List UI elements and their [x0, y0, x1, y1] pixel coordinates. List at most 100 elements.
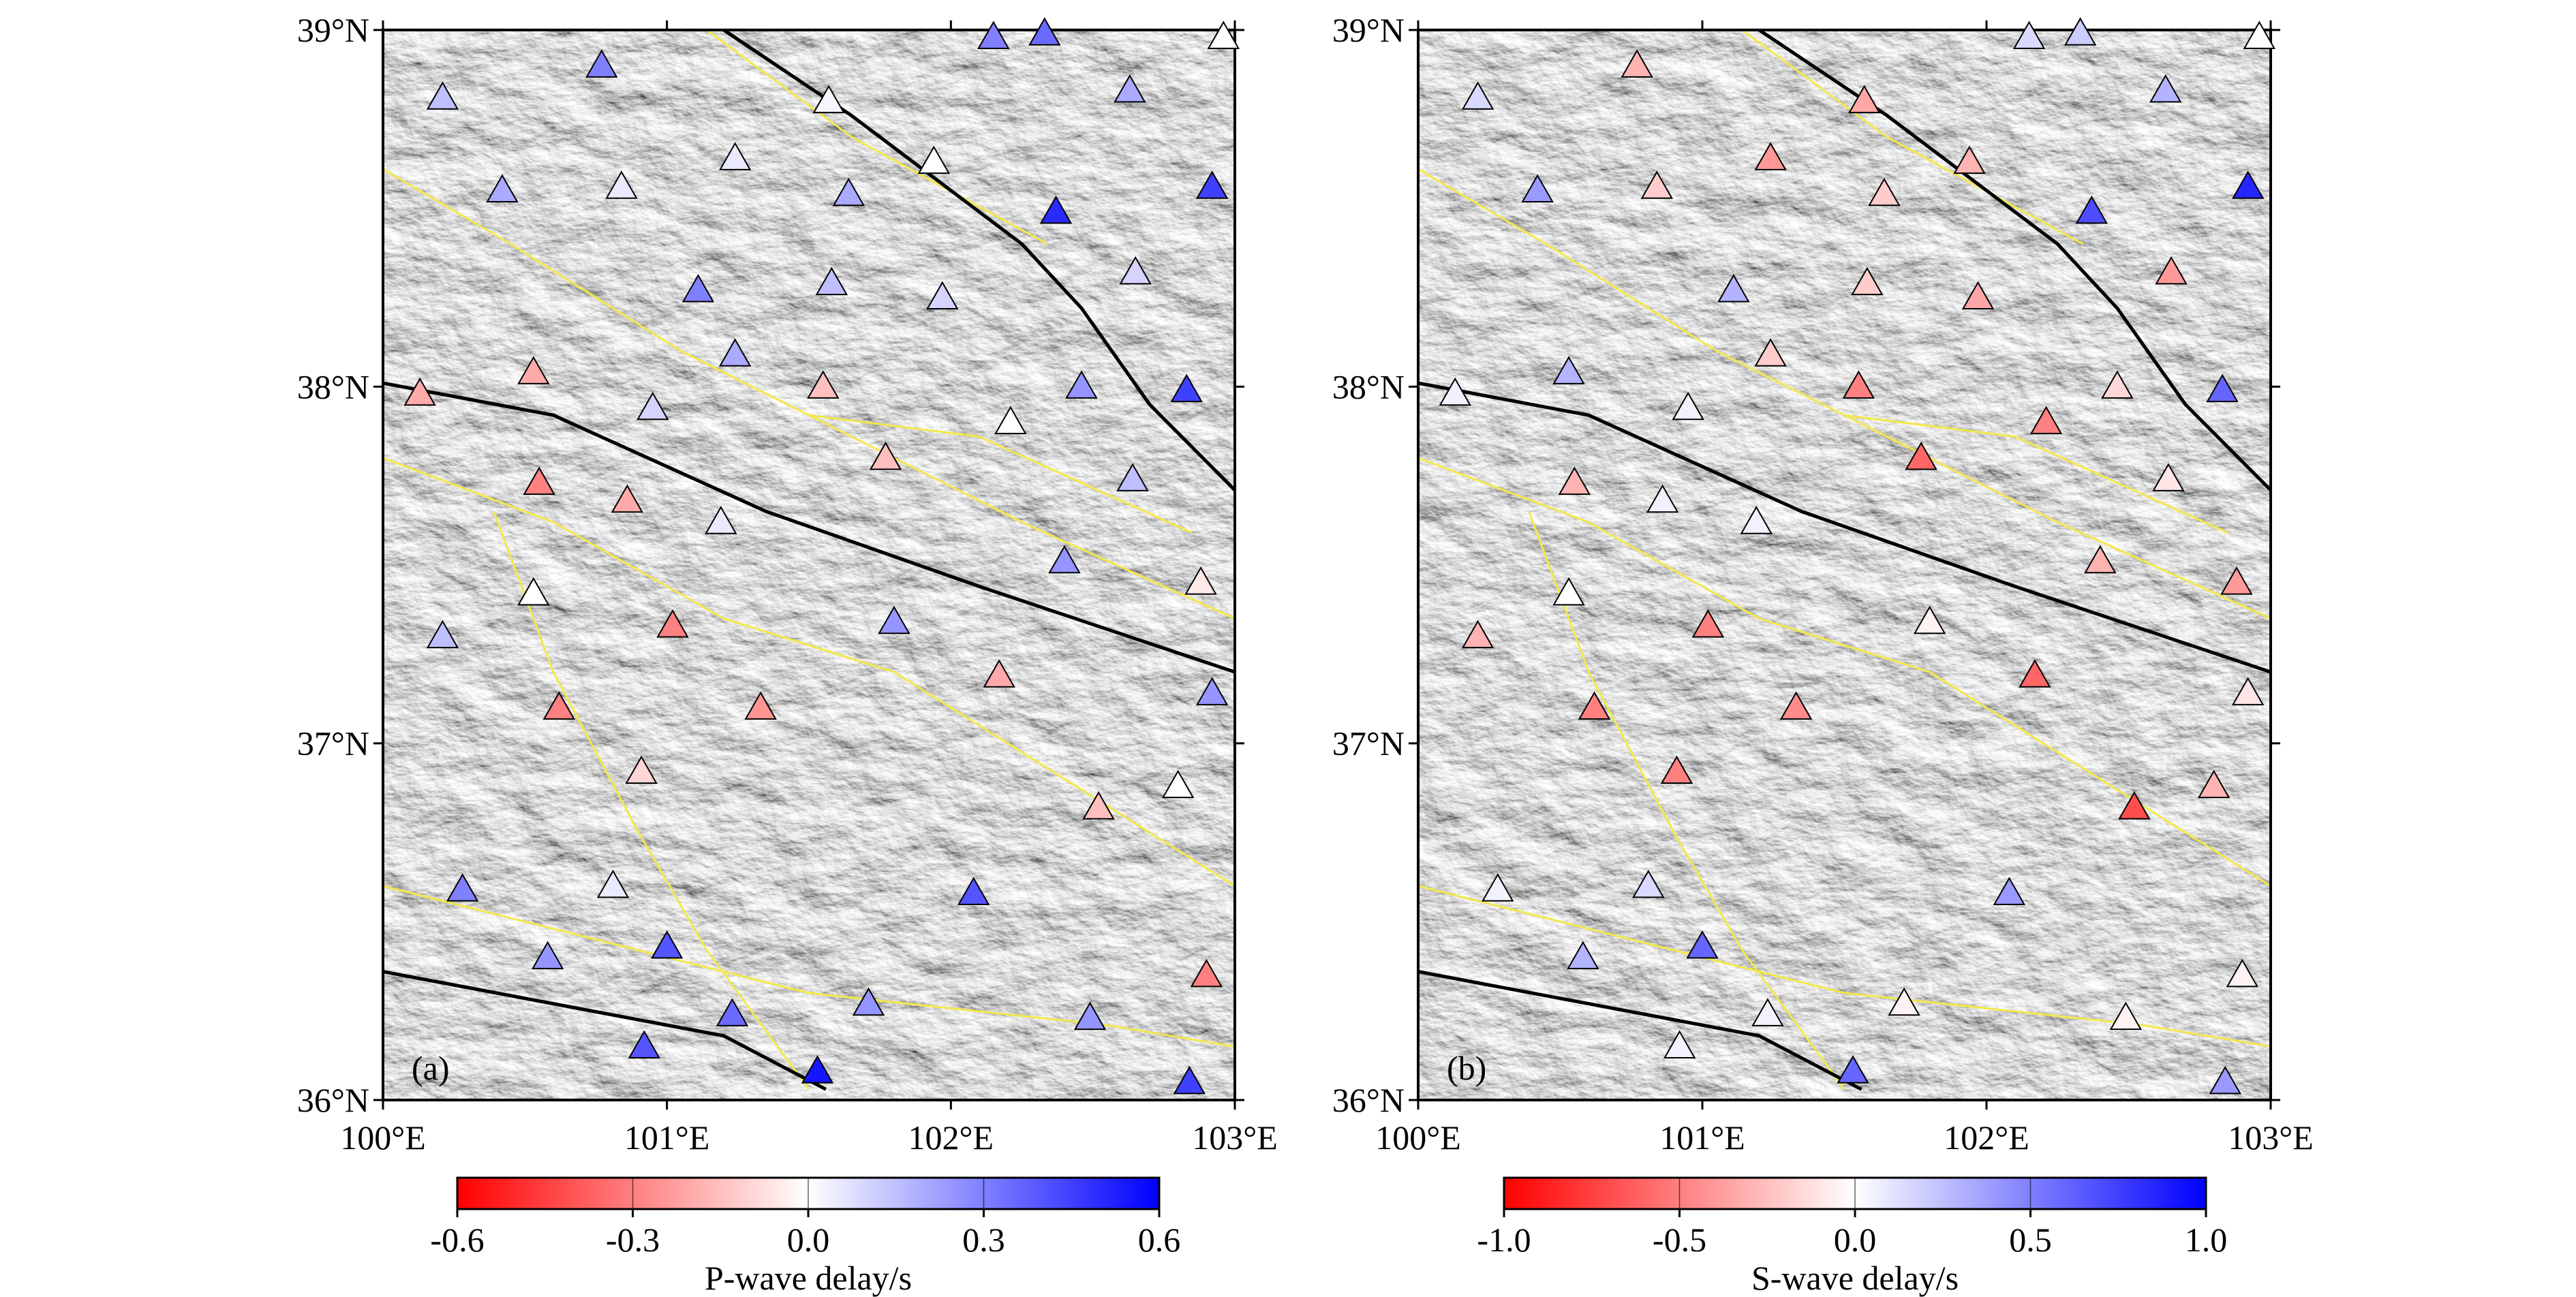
- station: [1640, 170, 1674, 199]
- station: [983, 659, 1015, 688]
- fault-line: [1417, 381, 2271, 674]
- panel-label: (a): [412, 1049, 450, 1087]
- station: [650, 930, 684, 959]
- station: [1842, 370, 1875, 399]
- station: [2206, 373, 2239, 403]
- station: [1905, 441, 1937, 470]
- station: [517, 577, 550, 606]
- y-tick-label: 36°N: [1332, 1081, 1405, 1119]
- station: [977, 20, 1010, 49]
- station: [917, 145, 951, 174]
- station: [1161, 769, 1195, 798]
- x-tick-label: 100°E: [340, 1118, 426, 1157]
- station: [611, 484, 644, 513]
- fault-line: [382, 168, 1236, 620]
- colorbar-tick-label: 0.0: [787, 1221, 830, 1259]
- colorbar-tick-label: 0.5: [2009, 1221, 2052, 1259]
- station: [2155, 256, 2188, 285]
- station: [869, 441, 902, 470]
- station: [1552, 356, 1585, 384]
- station: [426, 81, 459, 110]
- fault-line: [808, 414, 1193, 534]
- station: [2231, 677, 2265, 705]
- station: [1039, 195, 1073, 224]
- colorbar-tick-label: -0.6: [430, 1221, 484, 1259]
- colorbar-tick-label: 0.0: [1834, 1221, 1877, 1259]
- station: [2019, 659, 2051, 688]
- colorbar-tick-label: 0.6: [1138, 1221, 1181, 1259]
- station: [1521, 174, 1554, 202]
- station: [2197, 769, 2230, 798]
- fault-line: [706, 29, 1048, 245]
- station: [926, 281, 959, 309]
- y-tick-label: 38°N: [1332, 367, 1405, 406]
- station: [812, 85, 845, 114]
- station: [2152, 463, 2185, 491]
- station: [542, 691, 576, 720]
- station: [1888, 987, 1920, 1016]
- station: [1686, 930, 1719, 959]
- station: [2243, 20, 2276, 49]
- station: [2029, 406, 2063, 435]
- station: [1558, 466, 1591, 495]
- fault-line: [1417, 168, 2271, 620]
- station: [426, 620, 459, 649]
- station: [637, 391, 669, 421]
- fault-line: [1528, 510, 1845, 1090]
- station: [1190, 958, 1223, 988]
- station: [1961, 281, 1995, 309]
- station: [1851, 266, 1884, 296]
- station: [2101, 370, 2134, 399]
- station: [2118, 791, 2151, 820]
- station: [1632, 869, 1665, 898]
- fault-line: [1844, 414, 2229, 534]
- station: [1740, 506, 1773, 534]
- station: [446, 873, 479, 902]
- station: [716, 998, 749, 1026]
- station: [1207, 20, 1240, 49]
- station: [2012, 20, 2046, 49]
- station: [1754, 142, 1787, 170]
- station: [1173, 1065, 1206, 1095]
- station: [628, 1030, 661, 1058]
- station: [1114, 74, 1146, 103]
- station: [2109, 1001, 2143, 1031]
- station: [718, 338, 752, 367]
- y-tick-label: 36°N: [297, 1081, 369, 1119]
- y-tick-label: 37°N: [297, 724, 369, 763]
- station: [656, 609, 689, 638]
- station: [486, 174, 519, 202]
- station: [1754, 338, 1787, 367]
- x-tick-label: 102°E: [908, 1118, 994, 1157]
- y-tick-label: 39°N: [1332, 11, 1405, 49]
- station: [1195, 677, 1229, 705]
- x-tick-label: 102°E: [1944, 1118, 2029, 1157]
- station: [1779, 691, 1813, 720]
- fault-line: [382, 970, 827, 1091]
- station: [1082, 791, 1115, 820]
- colorbar-tick-label: -0.3: [606, 1221, 660, 1259]
- station: [807, 370, 840, 399]
- station: [1847, 85, 1881, 114]
- station: [1691, 609, 1725, 638]
- station: [1048, 545, 1081, 574]
- station: [523, 466, 555, 495]
- station: [2231, 170, 2265, 199]
- station: [531, 941, 564, 970]
- station: [1461, 620, 1494, 649]
- station: [2220, 566, 2253, 595]
- fault-line: [1417, 885, 2271, 1048]
- station: [1482, 873, 1514, 902]
- station: [403, 377, 436, 406]
- station: [596, 869, 630, 898]
- station: [1439, 377, 1471, 406]
- station: [801, 1055, 834, 1084]
- colorbar-tick-label: 0.3: [962, 1221, 1005, 1259]
- fault-line: [382, 457, 1236, 887]
- x-tick-label: 100°E: [1375, 1118, 1461, 1157]
- colorbar-tick-label: 1.0: [2185, 1221, 2228, 1259]
- fault-line: [382, 381, 1236, 674]
- panel-label: (b): [1447, 1049, 1486, 1087]
